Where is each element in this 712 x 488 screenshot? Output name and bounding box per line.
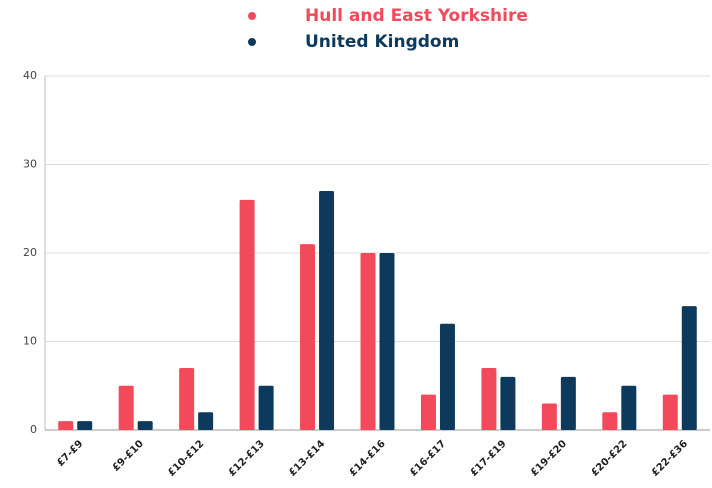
x-tick-label: £20-£22: [589, 438, 629, 478]
bar: [439, 323, 455, 430]
bar: [137, 421, 153, 430]
legend-marker: [248, 12, 256, 20]
bar: [602, 412, 618, 430]
bar: [300, 244, 316, 430]
x-tick-label: £10-£12: [166, 438, 206, 478]
bar: [319, 191, 335, 430]
x-tick-label: £9-£10: [111, 438, 146, 473]
y-tick-label: 30: [23, 158, 37, 171]
bar: [560, 376, 576, 430]
bar: [420, 394, 436, 430]
bar: [198, 412, 214, 430]
bar: [239, 199, 255, 430]
bar: [621, 385, 637, 430]
x-tick-label: £14-£16: [348, 438, 388, 478]
x-tick-label: £19-£20: [529, 438, 569, 478]
y-tick-label: 20: [23, 246, 37, 259]
legend-label: United Kingdom: [305, 32, 459, 52]
y-tick-label: 10: [23, 335, 37, 348]
bar: [662, 394, 678, 430]
bar: [58, 421, 74, 430]
legend-marker: [248, 38, 256, 46]
bar: [179, 368, 195, 430]
x-tick-label: £16-£17: [408, 438, 448, 478]
x-tick-label: £7-£9: [55, 438, 85, 468]
bar: [500, 376, 516, 430]
bar: [681, 306, 697, 430]
x-tick-label: £13-£14: [287, 438, 327, 478]
x-tick-label: £17-£19: [468, 438, 508, 478]
bar: [77, 421, 93, 430]
y-tick-label: 0: [30, 423, 37, 436]
x-tick-label: £22-£36: [650, 438, 690, 478]
bar: [481, 368, 497, 430]
legend-label: Hull and East Yorkshire: [305, 6, 528, 26]
bar: [258, 385, 274, 430]
bar: [118, 385, 134, 430]
y-tick-label: 40: [23, 69, 37, 82]
bar: [541, 403, 557, 430]
bar: [360, 253, 376, 430]
bar: [379, 253, 395, 430]
x-tick-label: £12-£13: [227, 438, 267, 478]
